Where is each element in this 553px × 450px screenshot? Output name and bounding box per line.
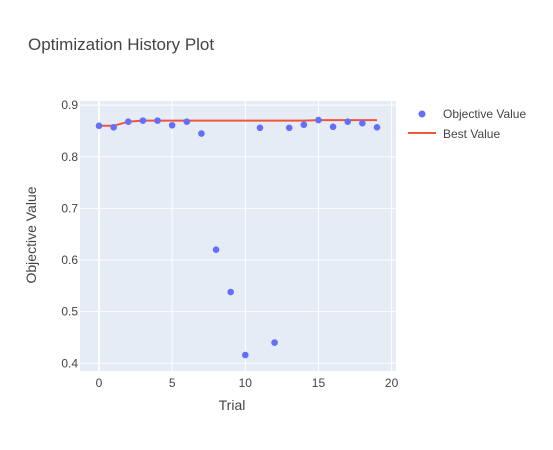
legend-label-best-value[interactable]: Best Value <box>443 127 500 141</box>
objective-value-point[interactable] <box>227 288 234 296</box>
objective-value-point[interactable] <box>329 123 337 131</box>
chart-title: Optimization History Plot <box>28 35 214 54</box>
objective-value-point[interactable] <box>139 117 147 124</box>
objective-value-point[interactable] <box>271 339 278 346</box>
legend-marker-objective-value <box>418 110 426 118</box>
objective-value-point[interactable] <box>256 124 264 132</box>
y-tick-label: 0.4 <box>61 356 78 370</box>
y-tick-labels: 0.4 0.5 0.6 0.7 0.8 0.9 <box>61 98 78 370</box>
y-tick-label: 0.8 <box>61 150 78 164</box>
objective-value-point[interactable] <box>168 121 176 129</box>
x-tick-label: 0 <box>96 376 103 390</box>
objective-value-point[interactable] <box>124 118 132 125</box>
objective-value-point[interactable] <box>212 246 220 253</box>
plot-area <box>80 101 396 371</box>
objective-value-point[interactable] <box>285 124 293 132</box>
x-tick-label: 10 <box>239 376 253 390</box>
objective-value-point[interactable] <box>300 121 308 129</box>
objective-value-point[interactable] <box>344 118 352 125</box>
legend-label-objective-value[interactable]: Objective Value <box>443 107 526 121</box>
y-tick-label: 0.7 <box>61 201 78 215</box>
x-tick-label: 20 <box>385 376 399 390</box>
x-tick-label: 15 <box>312 376 326 390</box>
legend[interactable]: Objective Value Best Value <box>408 107 526 141</box>
objective-value-point[interactable] <box>198 130 205 137</box>
objective-value-point[interactable] <box>95 122 103 130</box>
y-tick-label: 0.5 <box>61 305 78 319</box>
objective-value-point[interactable] <box>110 124 117 131</box>
objective-value-point[interactable] <box>315 116 322 124</box>
objective-value-point[interactable] <box>154 117 161 124</box>
y-tick-label: 0.6 <box>61 253 78 267</box>
grid-lines <box>80 101 396 371</box>
objective-value-point[interactable] <box>359 119 366 127</box>
x-tick-label: 5 <box>169 376 176 390</box>
x-axis-label: Trial <box>219 397 246 413</box>
y-tick-label: 0.9 <box>61 98 78 112</box>
objective-value-point[interactable] <box>183 118 191 125</box>
objective-value-point[interactable] <box>373 124 381 131</box>
y-axis-label: Objective Value <box>23 186 39 283</box>
x-tick-labels: 0 5 10 15 20 <box>96 376 399 390</box>
objective-value-series <box>95 116 381 359</box>
objective-value-point[interactable] <box>242 351 249 359</box>
